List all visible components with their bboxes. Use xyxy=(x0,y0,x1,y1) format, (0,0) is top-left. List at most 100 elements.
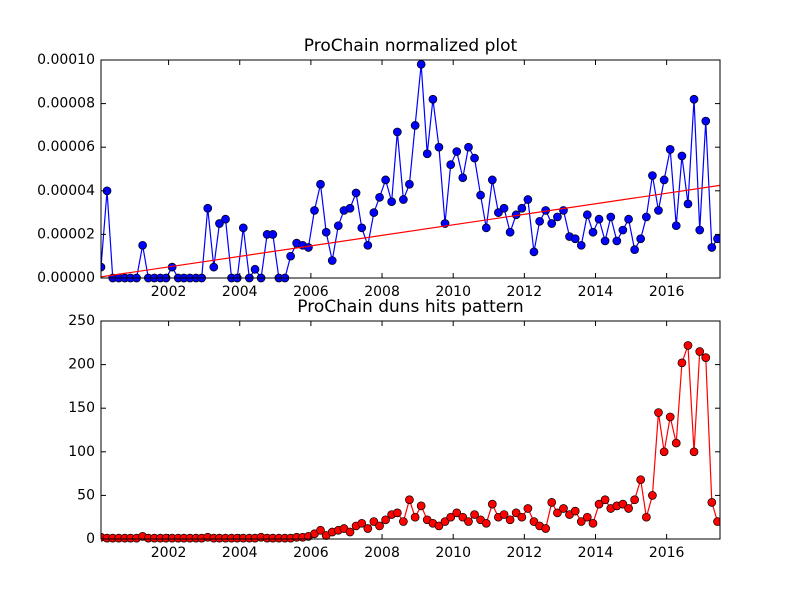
y-tick-label: 0.00000 xyxy=(37,270,95,286)
data-point xyxy=(203,203,213,213)
data-point xyxy=(464,142,473,152)
data-point xyxy=(642,512,651,522)
data-point xyxy=(683,341,693,350)
data-point xyxy=(458,173,468,183)
data-point xyxy=(582,512,592,522)
data-point xyxy=(310,206,319,215)
data-point xyxy=(630,495,639,505)
data-point xyxy=(547,219,557,228)
x-tick-label: 2014 xyxy=(578,545,614,561)
data-point xyxy=(286,251,295,261)
axes-frame xyxy=(100,320,721,540)
x-tick-label: 2006 xyxy=(293,545,329,561)
data-point xyxy=(375,192,384,202)
data-point xyxy=(553,508,562,518)
data-point xyxy=(345,527,355,537)
data-point xyxy=(499,203,509,213)
data-point xyxy=(695,347,705,356)
y-tick-label: 50 xyxy=(77,487,95,503)
data-point xyxy=(654,206,663,215)
data-point xyxy=(494,208,503,217)
data-point xyxy=(410,512,420,522)
y-tick-label: 250 xyxy=(68,313,95,329)
y-tick-label: 0 xyxy=(86,531,95,547)
data-point xyxy=(600,236,610,246)
data-point xyxy=(452,508,462,518)
data-point xyxy=(215,219,224,228)
data-point xyxy=(101,262,106,272)
data-point xyxy=(701,353,711,362)
data-point xyxy=(499,510,509,519)
data-point xyxy=(612,236,622,246)
series-line xyxy=(101,64,719,280)
data-point xyxy=(327,256,337,265)
x-tick-label: 2002 xyxy=(151,545,187,561)
data-point xyxy=(665,145,675,154)
data-point xyxy=(381,515,390,525)
data-point xyxy=(464,517,473,526)
data-point xyxy=(446,160,456,169)
data-point xyxy=(618,225,628,235)
x-tick-label: 2004 xyxy=(222,545,258,561)
data-point xyxy=(363,524,373,533)
data-point xyxy=(238,223,248,233)
x-tick-label: 2010 xyxy=(435,545,471,561)
data-point xyxy=(630,245,639,255)
data-point xyxy=(689,447,699,457)
data-point xyxy=(410,121,420,130)
data-point xyxy=(559,504,568,513)
data-point xyxy=(416,60,426,69)
data-point xyxy=(659,175,669,185)
data-point xyxy=(677,358,687,368)
data-point xyxy=(351,188,361,198)
data-point xyxy=(636,475,646,485)
data-point xyxy=(434,521,444,531)
data-point xyxy=(523,195,533,204)
data-point xyxy=(470,153,479,163)
data-point xyxy=(553,212,562,222)
data-point xyxy=(357,223,367,233)
data-point xyxy=(701,116,711,126)
data-point xyxy=(505,515,515,525)
chart-title: ProChain duns hits pattern xyxy=(297,297,523,317)
data-point xyxy=(677,151,687,161)
data-point xyxy=(713,517,720,526)
data-point xyxy=(387,197,396,207)
data-point xyxy=(250,264,260,274)
y-tick-label: 0.00008 xyxy=(37,96,95,112)
data-point xyxy=(416,501,426,511)
data-point xyxy=(392,127,402,137)
y-tick-label: 100 xyxy=(68,444,95,460)
series-line xyxy=(101,184,720,278)
x-tick-label: 2012 xyxy=(507,545,543,561)
data-point xyxy=(529,517,539,526)
data-point xyxy=(470,510,479,519)
data-point xyxy=(505,227,515,237)
data-point xyxy=(588,518,598,528)
data-point xyxy=(665,412,675,422)
data-point xyxy=(683,199,693,209)
data-point xyxy=(511,508,521,518)
data-point xyxy=(440,517,450,526)
data-point xyxy=(588,227,598,237)
data-point xyxy=(606,212,616,222)
data-point xyxy=(547,498,557,507)
data-point xyxy=(221,214,230,224)
data-point xyxy=(659,447,669,457)
data-point xyxy=(405,495,414,505)
y-tick-label: 0.00002 xyxy=(37,226,95,242)
axes-frame xyxy=(100,59,721,279)
x-tick-label: 2004 xyxy=(222,284,258,300)
data-point xyxy=(671,221,681,231)
data-point xyxy=(345,203,355,213)
data-point xyxy=(316,179,325,189)
data-point xyxy=(654,408,663,417)
data-point xyxy=(582,210,592,220)
data-point xyxy=(363,240,373,250)
y-tick-label: 0.00006 xyxy=(37,139,95,155)
data-point xyxy=(648,491,657,500)
data-point xyxy=(369,208,379,217)
data-point xyxy=(316,525,325,535)
data-point xyxy=(695,225,705,235)
x-tick-label: 2008 xyxy=(364,284,400,300)
